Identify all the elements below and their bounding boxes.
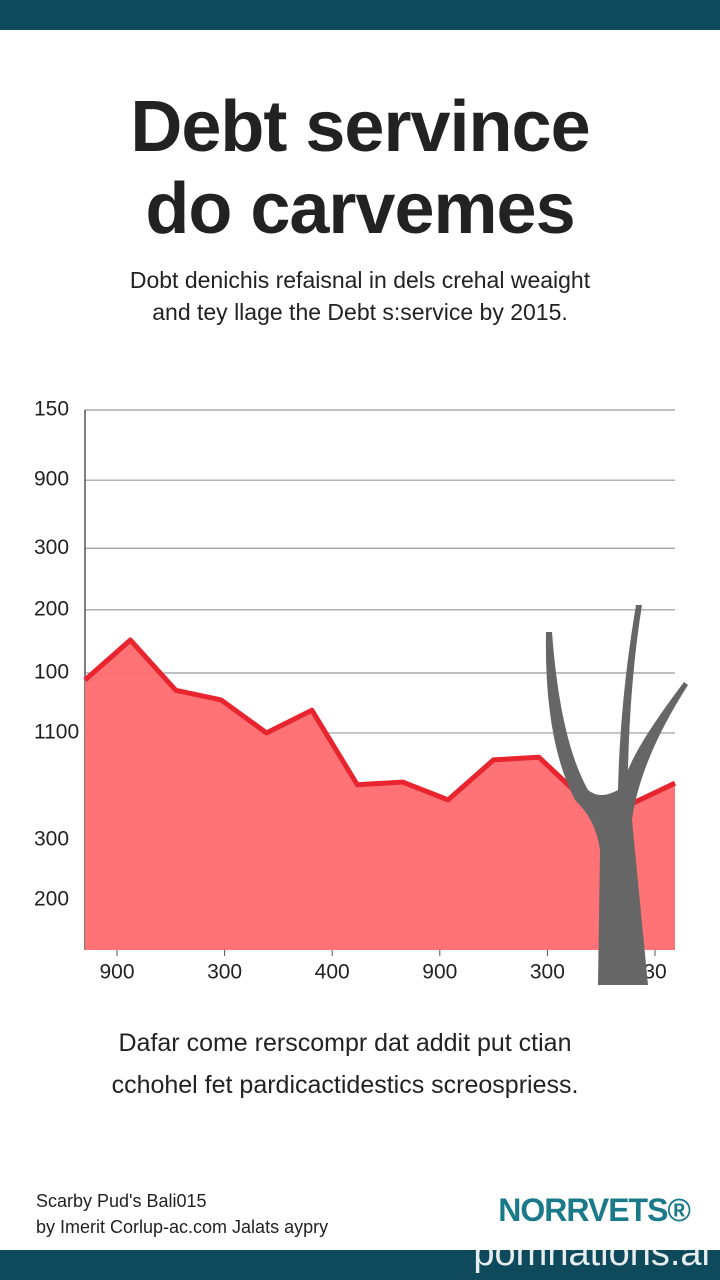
y-tick-label: 200: [34, 597, 69, 620]
subtitle-line: Dobt denichis refaisnal in dels crehal w…: [129, 267, 591, 293]
x-tick-label: 900: [99, 961, 134, 984]
tree: [545, 605, 688, 985]
logo: NORRVETS®: [498, 1192, 691, 1228]
x-tick-label: 30: [643, 961, 666, 984]
title-line: do carvemes: [145, 169, 575, 249]
title-line: Debt servince: [130, 87, 590, 167]
footer-line: by Imerit Corlup-ac.com Jalats aypry: [36, 1217, 329, 1237]
caption: Dafar come rerscompr dat addit put ctian…: [0, 1022, 690, 1106]
subtitle: Dobt denichis refaisnal in dels crehal w…: [0, 264, 720, 328]
caption-line: cchohel fet pardicactidestics screosprie…: [111, 1071, 579, 1099]
x-tick-label: 300: [207, 961, 242, 984]
footer: Scarby Pud's Bali015 by Imerit Corlup-ac…: [36, 1188, 328, 1240]
y-tick-label: 150: [34, 398, 69, 421]
caption-line: Dafar come rerscompr dat addit put ctian: [118, 1029, 572, 1057]
x-tick-label: 300: [530, 961, 565, 984]
y-tick-label: 900: [34, 468, 69, 491]
x-tick-label: 400: [315, 961, 350, 984]
title: Debt servince do carvemes: [0, 86, 720, 250]
bottom-bar: [0, 1250, 720, 1280]
x-tick-label: 900: [422, 961, 457, 984]
y-tick-label: 100: [34, 661, 69, 684]
watermark: pomnations.ai: [473, 1232, 710, 1274]
chart: 150 900 300 200 100 1100 300 200 900 300 400 900 300…: [34, 398, 688, 985]
y-tick-label: 300: [34, 536, 69, 559]
top-bar: [0, 0, 720, 30]
footer-line: Scarby Pud's Bali015: [36, 1191, 207, 1211]
y-tick-label: 300: [34, 827, 69, 850]
y-tick-label: 200: [34, 887, 69, 910]
y-tick-label: 1100: [34, 720, 79, 743]
area: [85, 640, 675, 950]
subtitle-line: and tey llage the Debt s:service by 2015…: [152, 299, 568, 325]
